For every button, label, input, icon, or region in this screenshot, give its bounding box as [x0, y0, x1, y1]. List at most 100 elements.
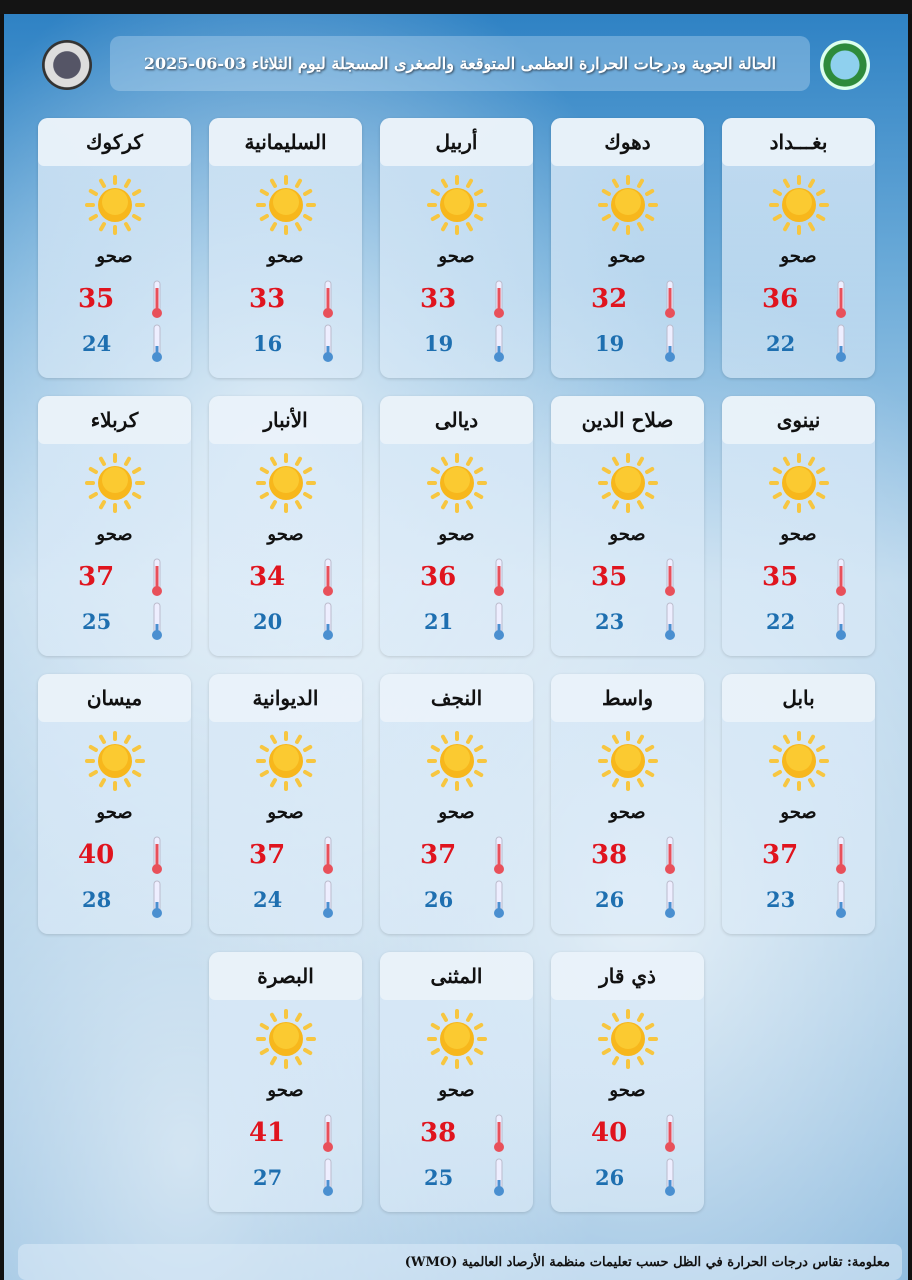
thermometer-cold-icon	[663, 1158, 677, 1198]
thermometer-cold-icon	[663, 880, 677, 920]
min-temp: 20	[253, 609, 283, 634]
thermometer-hot-icon	[321, 558, 335, 598]
city-name: ديالى	[380, 396, 533, 444]
city-name: بغـــداد	[722, 118, 875, 166]
min-temp: 22	[766, 609, 796, 634]
sun-icon	[597, 1008, 659, 1070]
max-temp: 40	[78, 840, 115, 870]
sun-icon	[255, 452, 317, 514]
condition-text: صحو	[780, 524, 817, 545]
max-temp: 37	[420, 840, 457, 870]
city-card: الأنبار صحو 34 20	[209, 396, 362, 656]
min-temp: 26	[595, 1165, 625, 1190]
min-temp: 24	[253, 887, 283, 912]
city-card: كركوك صحو 35 24	[38, 118, 191, 378]
thermometer-hot-icon	[834, 280, 848, 320]
condition-text: صحو	[438, 802, 475, 823]
min-temp: 24	[82, 331, 112, 356]
city-card: كربلاء صحو 37 25	[38, 396, 191, 656]
city-card: واسط صحو 38 26	[551, 674, 704, 934]
ministry-logo	[42, 40, 92, 90]
city-card: بابل صحو 37 23	[722, 674, 875, 934]
city-name: صلاح الدين	[551, 396, 704, 444]
sun-icon	[255, 174, 317, 236]
thermometer-hot-icon	[321, 836, 335, 876]
thermometer-hot-icon	[834, 836, 848, 876]
max-temp: 33	[420, 284, 457, 314]
city-card: بغـــداد صحو 36 22	[722, 118, 875, 378]
thermometer-hot-icon	[492, 836, 506, 876]
city-name: واسط	[551, 674, 704, 722]
condition-text: صحو	[438, 1080, 475, 1101]
thermometer-hot-icon	[663, 280, 677, 320]
sun-icon	[768, 452, 830, 514]
meteorology-logo	[820, 40, 870, 90]
city-card: دهوك صحو 32 19	[551, 118, 704, 378]
city-name: الديوانية	[209, 674, 362, 722]
page-title: الحالة الجوية ودرجات الحرارة العظمى المت…	[143, 54, 777, 73]
min-temp: 26	[424, 887, 454, 912]
city-name: البصرة	[209, 952, 362, 1000]
sun-icon	[84, 174, 146, 236]
city-name: نينوى	[722, 396, 875, 444]
condition-text: صحو	[438, 246, 475, 267]
condition-text: صحو	[780, 802, 817, 823]
city-card: ذي قار صحو 40 26	[551, 952, 704, 1212]
sun-icon	[426, 452, 488, 514]
condition-text: صحو	[267, 246, 304, 267]
min-temp: 22	[766, 331, 796, 356]
max-temp: 40	[591, 1118, 628, 1148]
thermometer-cold-icon	[150, 324, 164, 364]
min-temp: 16	[253, 331, 283, 356]
city-card: صلاح الدين صحو 35 23	[551, 396, 704, 656]
condition-text: صحو	[609, 246, 646, 267]
condition-text: صحو	[780, 246, 817, 267]
max-temp: 36	[762, 284, 799, 314]
city-name: كربلاء	[38, 396, 191, 444]
thermometer-cold-icon	[492, 324, 506, 364]
condition-text: صحو	[267, 1080, 304, 1101]
sun-icon	[597, 730, 659, 792]
condition-text: صحو	[267, 524, 304, 545]
sun-icon	[84, 730, 146, 792]
min-temp: 28	[82, 887, 112, 912]
max-temp: 41	[249, 1118, 286, 1148]
thermometer-hot-icon	[492, 1114, 506, 1154]
city-card: الديوانية صحو 37 24	[209, 674, 362, 934]
condition-text: صحو	[609, 1080, 646, 1101]
footer-text: معلومة: تقاس درجات الحرارة في الظل حسب ت…	[404, 1254, 890, 1270]
min-temp: 25	[82, 609, 112, 634]
thermometer-cold-icon	[321, 602, 335, 642]
sun-icon	[84, 452, 146, 514]
thermometer-hot-icon	[663, 1114, 677, 1154]
max-temp: 33	[249, 284, 286, 314]
thermometer-hot-icon	[492, 558, 506, 598]
city-name: أربيل	[380, 118, 533, 166]
max-temp: 35	[78, 284, 115, 314]
thermometer-hot-icon	[150, 558, 164, 598]
thermometer-hot-icon	[492, 280, 506, 320]
city-card: المثنى صحو 38 25	[380, 952, 533, 1212]
condition-text: صحو	[96, 802, 133, 823]
sun-icon	[597, 174, 659, 236]
min-temp: 25	[424, 1165, 454, 1190]
max-temp: 35	[762, 562, 799, 592]
city-card: أربيل صحو 33 19	[380, 118, 533, 378]
city-name: دهوك	[551, 118, 704, 166]
sun-icon	[597, 452, 659, 514]
sun-icon	[255, 1008, 317, 1070]
condition-text: صحو	[96, 524, 133, 545]
max-temp: 36	[420, 562, 457, 592]
weather-bulletin: الحالة الجوية ودرجات الحرارة العظمى المت…	[4, 14, 908, 1280]
thermometer-hot-icon	[150, 836, 164, 876]
min-temp: 27	[253, 1165, 283, 1190]
thermometer-hot-icon	[834, 558, 848, 598]
thermometer-cold-icon	[150, 880, 164, 920]
thermometer-cold-icon	[834, 324, 848, 364]
city-name: بابل	[722, 674, 875, 722]
thermometer-hot-icon	[150, 280, 164, 320]
sun-icon	[255, 730, 317, 792]
thermometer-cold-icon	[834, 602, 848, 642]
max-temp: 38	[591, 840, 628, 870]
max-temp: 34	[249, 562, 286, 592]
